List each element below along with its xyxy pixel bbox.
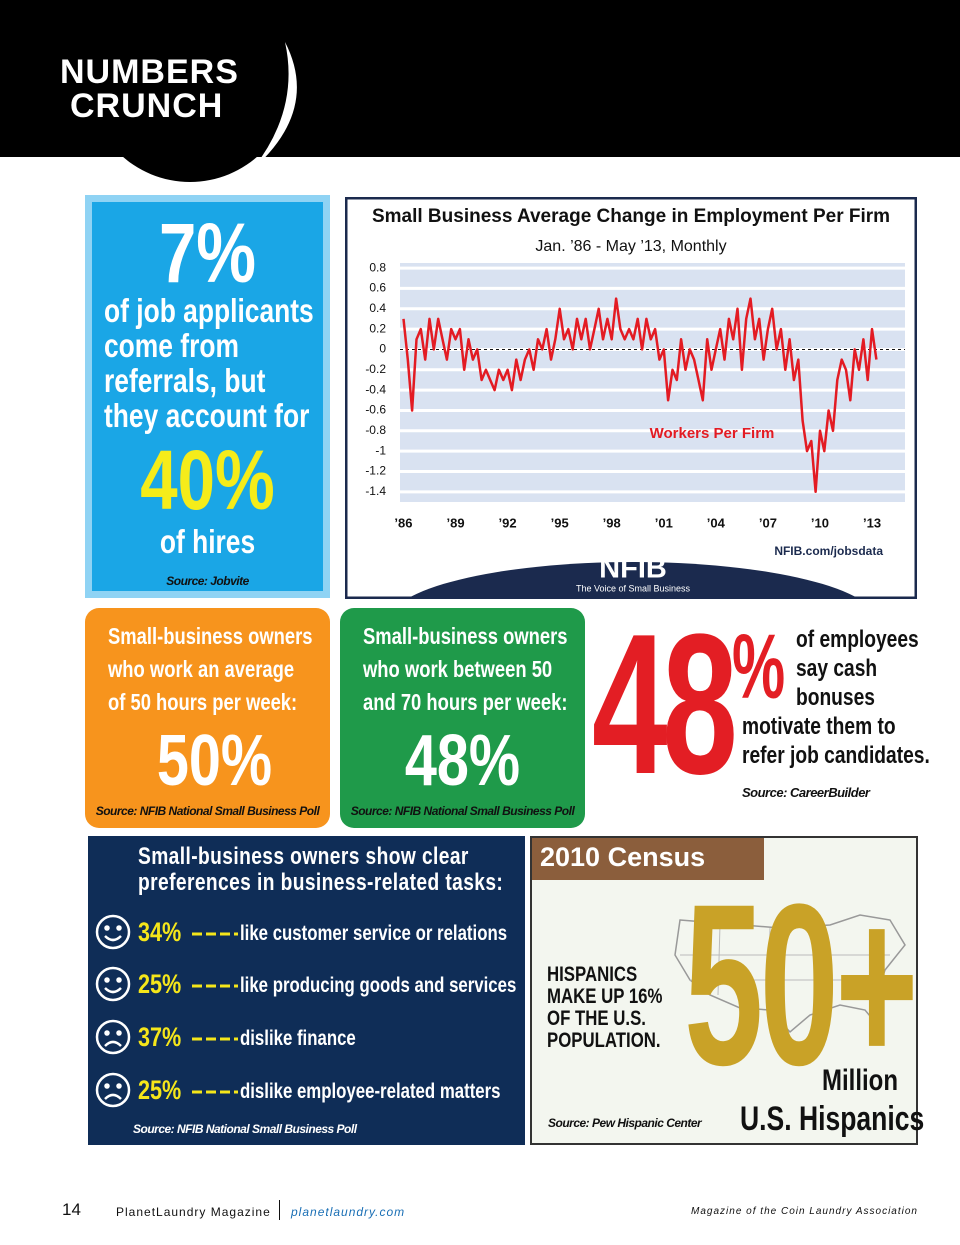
big-number: 48 [592, 593, 738, 816]
header-title: CRUNCH [70, 87, 223, 125]
y-tick-label: -0.6 [365, 403, 386, 417]
stat: 48% [404, 721, 521, 801]
divider [279, 1200, 280, 1220]
text-line: motivate them to [742, 713, 896, 740]
text-line: Small-business owners [363, 623, 568, 649]
x-tick-label: ’13 [863, 515, 881, 530]
series-line [402, 297, 878, 494]
x-tick-label: ’07 [759, 515, 777, 530]
big-symbol: % [732, 616, 786, 718]
text-line: Small-business owners [108, 623, 313, 649]
text-line: bonuses [796, 684, 875, 711]
text-line: of employees [796, 626, 919, 653]
text-line: of job applicants [104, 292, 314, 329]
x-tick-label: ’98 [603, 515, 621, 530]
text-line: they account for [104, 397, 310, 434]
x-tick-label: ’92 [499, 515, 517, 530]
tasks-title: preferences in business-related tasks: [138, 869, 504, 896]
text-line: who work between 50 [363, 656, 553, 682]
series-label: Workers Per Firm [650, 425, 775, 442]
logo: NFIB [599, 553, 667, 585]
header-title: NUMBERS [60, 53, 239, 91]
task-pct: 37% [138, 1022, 182, 1052]
stat: 40% [140, 433, 275, 527]
task-text: dislike finance [240, 1027, 356, 1050]
source: Source: NFIB National Small Business Pol… [350, 804, 575, 818]
text-line: come from [104, 327, 239, 364]
logo-tagline: The Voice of Small Business [576, 583, 691, 593]
text-line: of hires [159, 523, 256, 560]
task-icons [95, 914, 238, 1108]
task-text: dislike employee-related matters [240, 1080, 501, 1103]
stat: 7% [158, 206, 257, 300]
hours-box [85, 608, 330, 828]
source: Source: Jobvite [166, 574, 249, 588]
task-pct: 25% [138, 969, 182, 999]
y-tick-label: 0 [379, 342, 386, 356]
y-tick-label: -0.4 [365, 382, 386, 396]
page-number: 14 [62, 1200, 81, 1219]
census-box [530, 836, 918, 1145]
referral-panel [92, 202, 323, 591]
chart: Small Business Average Change in Employm… [345, 197, 917, 599]
text-line: MAKE UP 16% [547, 985, 663, 1008]
y-tick-label: 0.8 [369, 260, 386, 274]
hours-box [340, 608, 585, 828]
census-header [532, 838, 764, 880]
y-tick-label: -0.8 [365, 423, 386, 437]
source: Source: NFIB National Small Business Pol… [133, 1122, 357, 1136]
census-unit: Million [822, 1064, 898, 1097]
footer-tagline: Magazine of the Coin Laundry Association [691, 1206, 918, 1217]
task-pct: 25% [138, 1075, 182, 1105]
text-line: say cash [796, 655, 878, 682]
tasks-title: Small-business owners show clear [138, 843, 469, 870]
url: planetlaundry.com [291, 1205, 406, 1219]
text-line: referrals, but [104, 362, 266, 399]
x-tick-label: ’95 [551, 515, 569, 530]
x-tick-label: ’86 [394, 515, 412, 530]
big-number: 50+ [684, 856, 918, 1113]
census-label: U.S. Hispanics [740, 1100, 925, 1138]
y-tick-label: -1.4 [365, 484, 386, 498]
x-tick-label: ’04 [707, 515, 726, 530]
chart-subtitle: Jan. ’86 - May ’13, Monthly [535, 238, 726, 255]
text-line: and 70 hours per week: [363, 689, 568, 715]
y-tick-label: -1.2 [365, 464, 386, 478]
task-pct: 34% [138, 917, 182, 947]
text-line: POPULATION. [547, 1029, 661, 1052]
source: Source: NFIB National Small Business Pol… [95, 804, 320, 818]
task-text: like producing goods and services [240, 974, 517, 997]
census-title: 2010 Census [540, 842, 706, 872]
text-line: refer job candidates. [742, 742, 930, 769]
map-outline [674, 914, 906, 1034]
y-tick-label: 0.4 [369, 301, 386, 315]
source: Source: Pew Hispanic Center [548, 1116, 702, 1130]
plot-background [400, 263, 905, 502]
chart-title: Small Business Average Change in Employm… [372, 206, 890, 227]
task-text: like customer service or relations [240, 922, 508, 945]
tasks-box [88, 836, 525, 1145]
chart-source: NFIB.com/jobsdata [774, 544, 883, 558]
stat: 50% [156, 721, 273, 801]
text-line: OF THE U.S. [547, 1007, 646, 1030]
x-tick-label: ’01 [655, 515, 673, 530]
y-tick-label: 0.2 [369, 321, 386, 335]
x-tick-label: ’89 [446, 515, 464, 530]
text-line: of 50 hours per week: [108, 689, 298, 715]
x-tick-label: ’10 [811, 515, 829, 530]
text-line: HISPANICS [547, 963, 638, 986]
header-band: NUMBERS CRUNCH [0, 0, 960, 182]
text-line: who work an average [108, 656, 295, 682]
y-tick-label: -0.2 [365, 362, 386, 376]
y-tick-label: -1 [375, 443, 386, 457]
magazine-name: PlanetLaundry Magazine [116, 1205, 271, 1219]
source: Source: CareerBuilder [742, 785, 870, 800]
y-tick-label: 0.6 [369, 281, 386, 295]
